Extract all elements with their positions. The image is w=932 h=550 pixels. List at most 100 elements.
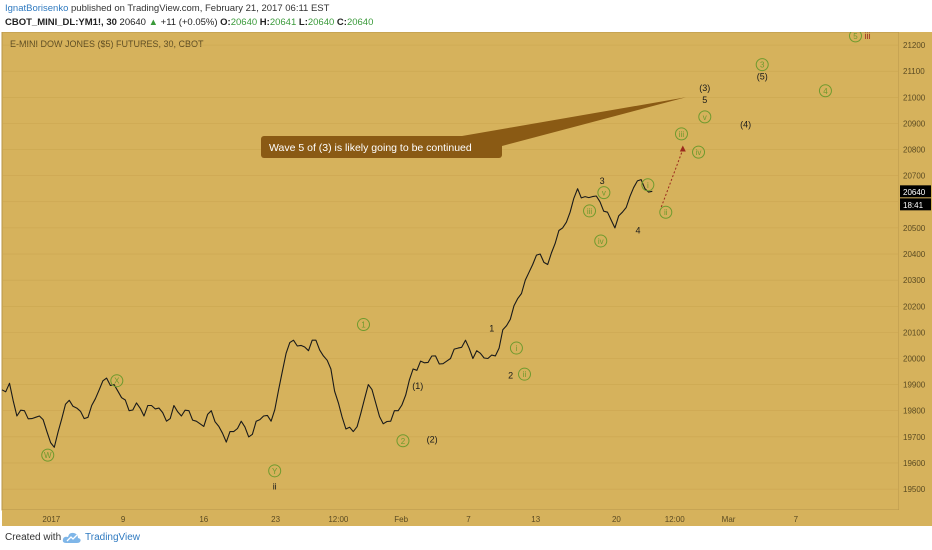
- wave-circle: [518, 367, 532, 381]
- wave-label: W: [41, 448, 55, 462]
- low-label: L:: [298, 17, 308, 28]
- callout-pointer: [462, 97, 686, 146]
- callout-box[interactable]: [261, 136, 502, 158]
- x-tick-label: 12:00: [665, 515, 686, 524]
- y-tick-label: 19900: [903, 381, 926, 390]
- y-tick-label: 21200: [903, 41, 926, 50]
- x-tick-label: 16: [199, 515, 208, 524]
- wave-label: iii: [583, 204, 597, 218]
- y-tick-label: 19600: [903, 459, 926, 468]
- time-axis[interactable]: [2, 510, 932, 526]
- wave-circle: [356, 318, 370, 332]
- wave-label: (1): [412, 381, 423, 391]
- wave-label: (2): [427, 434, 438, 444]
- chart-header: IgnatBorisenko published on TradingView.…: [0, 0, 932, 32]
- wave-label: iii: [865, 32, 871, 41]
- wave-circle: [583, 204, 597, 218]
- wave-label: i: [641, 178, 655, 192]
- wave-label-text: Y: [272, 467, 278, 476]
- publish-info: IgnatBorisenko published on TradingView.…: [5, 3, 329, 14]
- wave-label: 2: [396, 434, 410, 448]
- y-tick-label: 20900: [903, 119, 926, 128]
- wave-circle: [641, 178, 655, 192]
- wave-circle: [110, 374, 124, 388]
- countdown-tag-bg: [900, 198, 931, 211]
- chart-title: E-MINI DOW JONES ($5) FUTURES, 30, CBOT: [10, 39, 204, 49]
- x-tick-label: 9: [121, 515, 126, 524]
- x-tick-label: 23: [271, 515, 280, 524]
- wave-label-text: 3: [600, 176, 605, 186]
- wave-circle: [755, 58, 769, 72]
- wave-label-text: 1: [489, 323, 494, 333]
- wave-label-text: W: [44, 451, 52, 460]
- y-tick-label: 19800: [903, 407, 926, 416]
- projection-arrow: [660, 145, 686, 208]
- x-tick-label: 2017: [42, 515, 60, 524]
- tradingview-cloud-icon: [62, 532, 81, 543]
- publisher-link[interactable]: IgnatBorisenko: [5, 3, 69, 14]
- wave-label-text: (3): [699, 83, 710, 93]
- price-series: [1, 179, 653, 448]
- wave-label-text: 2: [401, 437, 406, 446]
- price-axis[interactable]: [899, 32, 932, 510]
- wave-label: v: [597, 186, 611, 200]
- wave-circle: [659, 205, 673, 219]
- low-value: 20640: [307, 17, 335, 28]
- close-label: C:: [336, 17, 347, 28]
- wave-label-text: ii: [523, 370, 527, 379]
- y-tick-label: 20500: [903, 224, 926, 233]
- footer: Created with TradingView: [0, 526, 932, 550]
- tradingview-link[interactable]: TradingView: [85, 532, 141, 543]
- wave-label-text: i: [516, 344, 518, 353]
- y-tick-label: 21000: [903, 93, 926, 102]
- callout[interactable]: Wave 5 of (3) is likely going to be cont…: [261, 97, 686, 158]
- wave-label: 4: [635, 226, 640, 236]
- up-triangle-icon: ▲: [148, 17, 159, 28]
- high-value: 20641: [269, 17, 297, 28]
- wave-label: i: [509, 341, 523, 355]
- wave-label-text: iii: [865, 32, 871, 41]
- wave-label-text: (1): [412, 381, 423, 391]
- wave-label-text: 5: [853, 32, 858, 41]
- wave-label-text: iv: [696, 148, 702, 157]
- wave-label-text: v: [703, 113, 707, 122]
- plot-area[interactable]: [1, 32, 900, 511]
- wave-label: iv: [594, 234, 608, 248]
- published-text: published on TradingView.com, February 2…: [71, 3, 330, 14]
- wave-circle: [594, 234, 608, 248]
- x-tick-label: 7: [794, 515, 799, 524]
- wave-circle: [268, 464, 282, 478]
- wave-label: (3): [699, 83, 710, 93]
- symbol-name[interactable]: CBOT_MINI_DL:YM1!, 30: [5, 17, 117, 28]
- y-tick-label: 20800: [903, 146, 926, 155]
- wave-label-text: v: [602, 189, 606, 198]
- wave-label: 2: [508, 370, 513, 380]
- last-price: 20640: [119, 17, 146, 28]
- wave-label: ii: [518, 367, 532, 381]
- wave-label: v: [698, 110, 712, 124]
- y-tick-label: 20100: [903, 328, 926, 337]
- wave-label-text: iv: [598, 237, 604, 246]
- y-tick-label: 20200: [903, 302, 926, 311]
- wave-label: ii: [659, 205, 673, 219]
- wave-label: (4): [740, 120, 751, 130]
- wave-label-text: iii: [587, 207, 593, 216]
- bar-countdown: 18:41: [903, 201, 924, 210]
- wave-label-text: ii: [664, 208, 668, 217]
- wave-label: iv: [692, 145, 706, 159]
- wave-label-text: iii: [679, 130, 685, 139]
- wave-label-text: 4: [823, 87, 828, 96]
- symbol-legend: CBOT_MINI_DL:YM1!, 30 20640 ▲ +11 (+0.05…: [5, 17, 373, 28]
- wave-label: 3: [755, 58, 769, 72]
- x-tick-label: Mar: [722, 515, 736, 524]
- wave-circle: [396, 434, 410, 448]
- current-price-tag-bg: [900, 185, 931, 198]
- wave-circle: [597, 186, 611, 200]
- wave-circle: [674, 127, 688, 141]
- wave-label-text: 4: [635, 226, 640, 236]
- wave-label-text: 3: [760, 61, 765, 70]
- wave-label: iii: [674, 127, 688, 141]
- price-chart[interactable]: E-MINI DOW JONES ($5) FUTURES, 30, CBOT …: [0, 32, 932, 526]
- wave-label-text: (4): [740, 120, 751, 130]
